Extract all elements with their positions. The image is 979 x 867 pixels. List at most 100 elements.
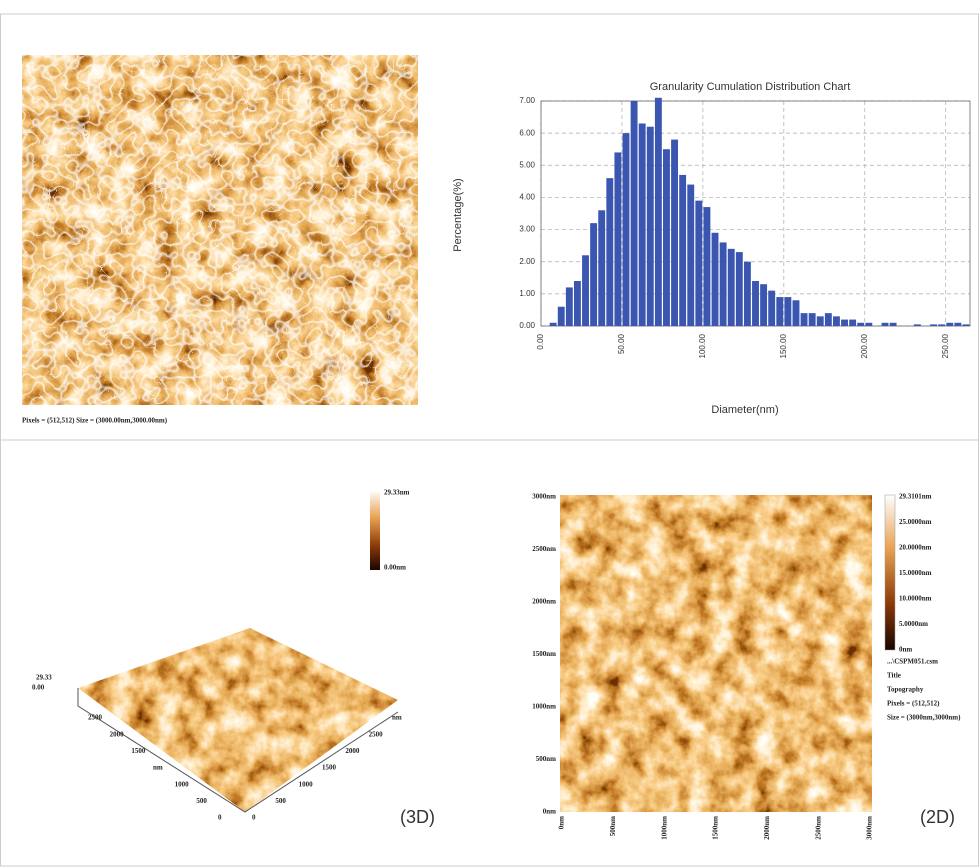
- bar: [573, 281, 581, 326]
- colorbar-label: 29.33nm: [384, 489, 410, 497]
- bar: [784, 297, 792, 326]
- bar: [841, 319, 848, 326]
- bar: [849, 319, 857, 326]
- x-tick-label: 150.00: [779, 333, 788, 358]
- axis-label: 1000: [175, 780, 190, 788]
- y-tick-label: 3000nm: [532, 493, 556, 501]
- y-tick-label: 2000nm: [532, 598, 556, 606]
- histogram: Granularity Cumulation Distribution Char…: [452, 81, 971, 416]
- bar: [752, 281, 759, 326]
- y-tick-label: 0nm: [543, 808, 556, 816]
- colorbar: [370, 490, 380, 570]
- y-tick-label: 4.00: [519, 193, 535, 202]
- axis-label: 500: [196, 797, 207, 805]
- bar: [930, 324, 938, 326]
- y-tick-label: 2.00: [519, 257, 535, 266]
- bar: [881, 322, 889, 326]
- bar: [913, 324, 921, 326]
- colorbar-label: 0.00nm: [384, 564, 406, 572]
- chart-title: Granularity Cumulation Distribution Char…: [650, 81, 851, 93]
- bar: [687, 184, 695, 326]
- bar: [889, 322, 897, 326]
- bar: [824, 313, 832, 326]
- info-text: Pixels = (512,512): [887, 700, 940, 708]
- y-tick-label: 7.00: [519, 96, 535, 105]
- axis-label: 2000: [345, 747, 360, 755]
- grain-boundaries: [22, 55, 418, 405]
- bar: [646, 126, 654, 326]
- afm-3d: [78, 628, 398, 812]
- x-tick-label: 0.00: [536, 333, 545, 349]
- image-caption: Pixels = (512,512) Size = (3000.00nm,300…: [22, 417, 168, 425]
- bar: [735, 252, 743, 326]
- bar: [719, 242, 727, 326]
- bar: [711, 232, 719, 326]
- bar: [727, 248, 735, 326]
- axis-label: 500: [275, 797, 286, 805]
- bar: [857, 322, 865, 326]
- y-tick-label: 5.00: [519, 160, 535, 169]
- bar: [832, 316, 840, 326]
- bar: [760, 284, 768, 326]
- bar: [671, 139, 679, 326]
- info-text: Size = (3000nm,3000nm): [887, 714, 961, 722]
- bar: [938, 324, 946, 326]
- x-tick-label: 2500nm: [814, 816, 822, 840]
- x-axis-label: Diameter(nm): [711, 404, 778, 416]
- y-tick-label: 1000nm: [532, 703, 556, 711]
- bar: [654, 97, 662, 327]
- x-tick-label: 100.00: [698, 333, 707, 358]
- bar: [768, 290, 776, 326]
- axis-label: nm: [392, 714, 402, 722]
- colorbar-label: 25.0000nm: [899, 518, 932, 526]
- bar: [800, 313, 808, 326]
- info-text: Topography: [887, 686, 924, 694]
- bar: [808, 313, 816, 326]
- axis-label: 1500: [322, 764, 337, 772]
- axis-label: 2500: [88, 714, 103, 722]
- bar: [638, 123, 646, 326]
- x-tick-label: 50.00: [617, 333, 626, 354]
- x-tick-label: 2000nm: [763, 816, 771, 840]
- bar: [582, 255, 589, 326]
- y-tick-label: 1500nm: [532, 650, 556, 658]
- x-tick-label: 250.00: [941, 333, 950, 358]
- x-tick-label: 1000nm: [660, 816, 668, 840]
- caption: (2D): [920, 807, 955, 827]
- z-label: 29.33: [36, 674, 52, 682]
- axis-label: 0: [218, 814, 222, 822]
- bar: [590, 223, 598, 326]
- axis-label: 1000: [299, 780, 314, 788]
- y-tick-label: 500nm: [536, 755, 556, 763]
- bar: [816, 316, 824, 326]
- colorbar-label: 20.0000nm: [899, 544, 932, 552]
- x-tick-label: 0nm: [558, 816, 566, 829]
- axis-label: 0: [252, 814, 256, 822]
- axis-label: 1500: [131, 747, 146, 755]
- caption: (3D): [400, 807, 435, 827]
- colorbar-label: 5.0000nm: [899, 620, 928, 628]
- colorbar-label: 10.0000nm: [899, 595, 932, 603]
- colorbar-label: 0nm: [899, 646, 912, 654]
- bar: [954, 322, 962, 326]
- info-text: Title: [887, 672, 901, 680]
- colorbar-label: 29.3101nm: [899, 493, 932, 501]
- y-tick-label: 0.00: [519, 321, 535, 330]
- bar: [614, 152, 622, 326]
- x-tick-label: 3000nm: [866, 816, 874, 840]
- bar: [565, 287, 573, 326]
- axis-label: 2500: [369, 730, 384, 738]
- axis-label: 2000: [110, 730, 125, 738]
- bar: [865, 322, 873, 326]
- bar: [557, 306, 565, 326]
- bar: [598, 210, 606, 326]
- bar: [679, 174, 687, 326]
- axis-label: nm: [153, 764, 163, 772]
- y-axis-label: Percentage(%): [452, 178, 464, 251]
- bar: [946, 322, 954, 326]
- y-tick-label: 6.00: [519, 128, 535, 137]
- bar: [776, 297, 784, 326]
- y-tick-label: 3.00: [519, 225, 535, 234]
- bar: [962, 324, 970, 326]
- x-tick-label: 500nm: [609, 816, 617, 836]
